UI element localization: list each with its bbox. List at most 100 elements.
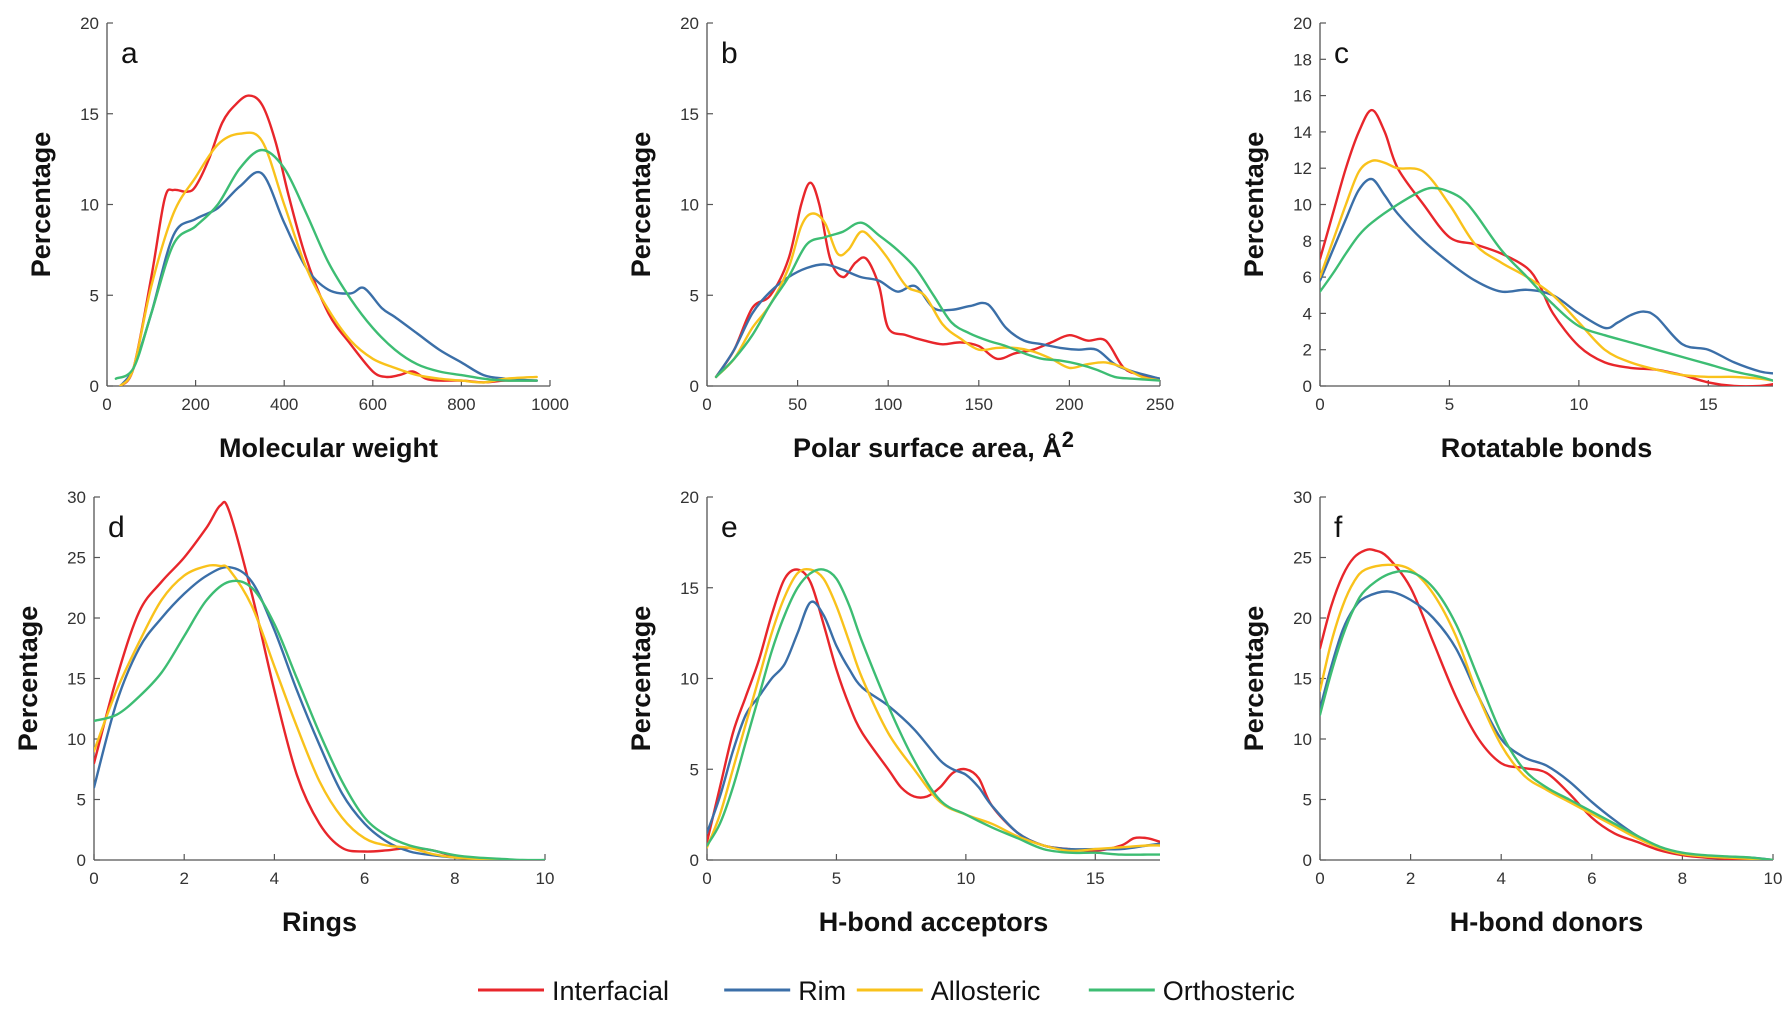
y-tick-label: 20 (680, 488, 699, 507)
legend-item-interfacial: Interfacial (478, 976, 669, 1006)
series-line-orthosteric (1320, 186, 1773, 382)
x-tick-label: 100 (874, 395, 902, 414)
series-line-rim (1320, 177, 1773, 375)
x-tick-label: 10 (1569, 395, 1588, 414)
x-tick-label: 50 (788, 395, 807, 414)
y-tick-label: 20 (1293, 609, 1312, 628)
y-tick-label: 30 (1293, 488, 1312, 507)
y-tick-label: 14 (1293, 123, 1312, 142)
y-tick-label: 16 (1293, 87, 1312, 106)
y-axis-title: Percentage (1239, 132, 1269, 278)
series-group (114, 94, 538, 386)
y-tick-label: 10 (680, 196, 699, 215)
y-tick-label: 5 (690, 286, 699, 305)
x-tick-label: 0 (102, 395, 111, 414)
y-tick-label: 5 (1303, 791, 1312, 810)
series-line-interfacial (1320, 108, 1773, 386)
series-line-orthosteric (94, 579, 545, 860)
x-tick-label: 150 (965, 395, 993, 414)
x-tick-label: 600 (359, 395, 387, 414)
x-tick-label: 8 (1678, 869, 1687, 888)
series-group (94, 500, 545, 860)
y-tick-label: 5 (90, 286, 99, 305)
legend-label: Orthosteric (1163, 976, 1295, 1006)
x-tick-label: 8 (450, 869, 459, 888)
y-axis-title: Percentage (626, 132, 656, 278)
x-tick-label: 0 (1315, 395, 1324, 414)
y-tick-label: 4 (1303, 304, 1312, 323)
x-tick-label: 250 (1146, 395, 1174, 414)
x-axis-title: H-bond donors (1450, 907, 1643, 937)
series-line-allosteric (1320, 159, 1773, 382)
x-tick-label: 4 (270, 869, 279, 888)
series-line-rim (1320, 590, 1773, 860)
y-tick-label: 0 (690, 377, 699, 396)
y-tick-label: 15 (80, 105, 99, 124)
y-tick-label: 8 (1303, 232, 1312, 251)
y-tick-label: 15 (680, 105, 699, 124)
series-line-allosteric (1320, 563, 1773, 860)
y-tick-label: 0 (90, 377, 99, 396)
x-axis-title: Molecular weight (219, 433, 438, 463)
y-tick-label: 20 (680, 14, 699, 33)
x-tick-label: 400 (270, 395, 298, 414)
x-axis-title: Polar surface area, Å2 (793, 427, 1074, 463)
y-tick-label: 0 (1303, 377, 1312, 396)
x-axis-title: H-bond acceptors (819, 907, 1049, 937)
x-tick-label: 200 (1055, 395, 1083, 414)
y-tick-label: 0 (690, 851, 699, 870)
y-tick-label: 15 (67, 670, 86, 689)
legend: Interfacial Rim Allosteric Orthosteric (478, 976, 1295, 1006)
y-tick-label: 0 (77, 851, 86, 870)
panel-letter: d (108, 511, 125, 544)
x-tick-label: 1000 (531, 395, 569, 414)
y-tick-label: 10 (680, 670, 699, 689)
x-tick-label: 4 (1496, 869, 1505, 888)
x-tick-label: 5 (832, 869, 841, 888)
series-line-orthosteric (114, 148, 538, 382)
series-line-interfacial (1320, 548, 1773, 860)
y-tick-label: 20 (67, 609, 86, 628)
panel-letter: f (1334, 511, 1343, 544)
x-tick-label: 0 (89, 869, 98, 888)
series-line-interfacial (714, 181, 1160, 380)
x-tick-label: 200 (181, 395, 209, 414)
y-tick-label: 18 (1293, 50, 1312, 69)
x-tick-label: 6 (1587, 869, 1596, 888)
x-axis-title: Rings (282, 907, 357, 937)
series-line-allosteric (94, 563, 502, 860)
y-tick-label: 0 (1303, 851, 1312, 870)
y-tick-label: 12 (1293, 159, 1312, 178)
series-line-orthosteric (1320, 569, 1773, 860)
y-tick-label: 20 (1293, 14, 1312, 33)
panel-c: 0 2 4 6 8 10 12 14 16 18 20 0 5 10 15 c Percentage Rotata… (1239, 14, 1773, 463)
legend-label: Allosteric (931, 976, 1041, 1006)
series-line-interfacial (119, 94, 538, 386)
series-group (707, 567, 1160, 856)
y-tick-label: 30 (67, 488, 86, 507)
panel-f: 0 5 10 15 20 25 30 0 2 4 6 8 10 f Percentage H-bond don… (1239, 488, 1782, 937)
y-axis-title: Percentage (626, 606, 656, 752)
series-line-orthosteric (707, 568, 1160, 856)
x-tick-label: 5 (1445, 395, 1454, 414)
y-tick-label: 25 (1293, 549, 1312, 568)
x-tick-label: 0 (1315, 869, 1324, 888)
series-line-interfacial (707, 568, 1160, 853)
x-tick-label: 2 (179, 869, 188, 888)
panel-letter: a (121, 37, 138, 70)
y-axis-title: Percentage (1239, 606, 1269, 752)
y-tick-label: 10 (67, 730, 86, 749)
x-tick-label: 2 (1406, 869, 1415, 888)
y-tick-label: 5 (77, 791, 86, 810)
x-tick-label: 6 (360, 869, 369, 888)
x-tick-label: 0 (702, 395, 711, 414)
y-tick-label: 25 (67, 549, 86, 568)
series-group (1320, 548, 1773, 860)
x-axis-title: Rotatable bonds (1441, 433, 1653, 463)
y-tick-label: 15 (1293, 670, 1312, 689)
y-tick-label: 10 (80, 196, 99, 215)
x-tick-label: 15 (1086, 869, 1105, 888)
x-tick-label: 10 (1764, 869, 1783, 888)
